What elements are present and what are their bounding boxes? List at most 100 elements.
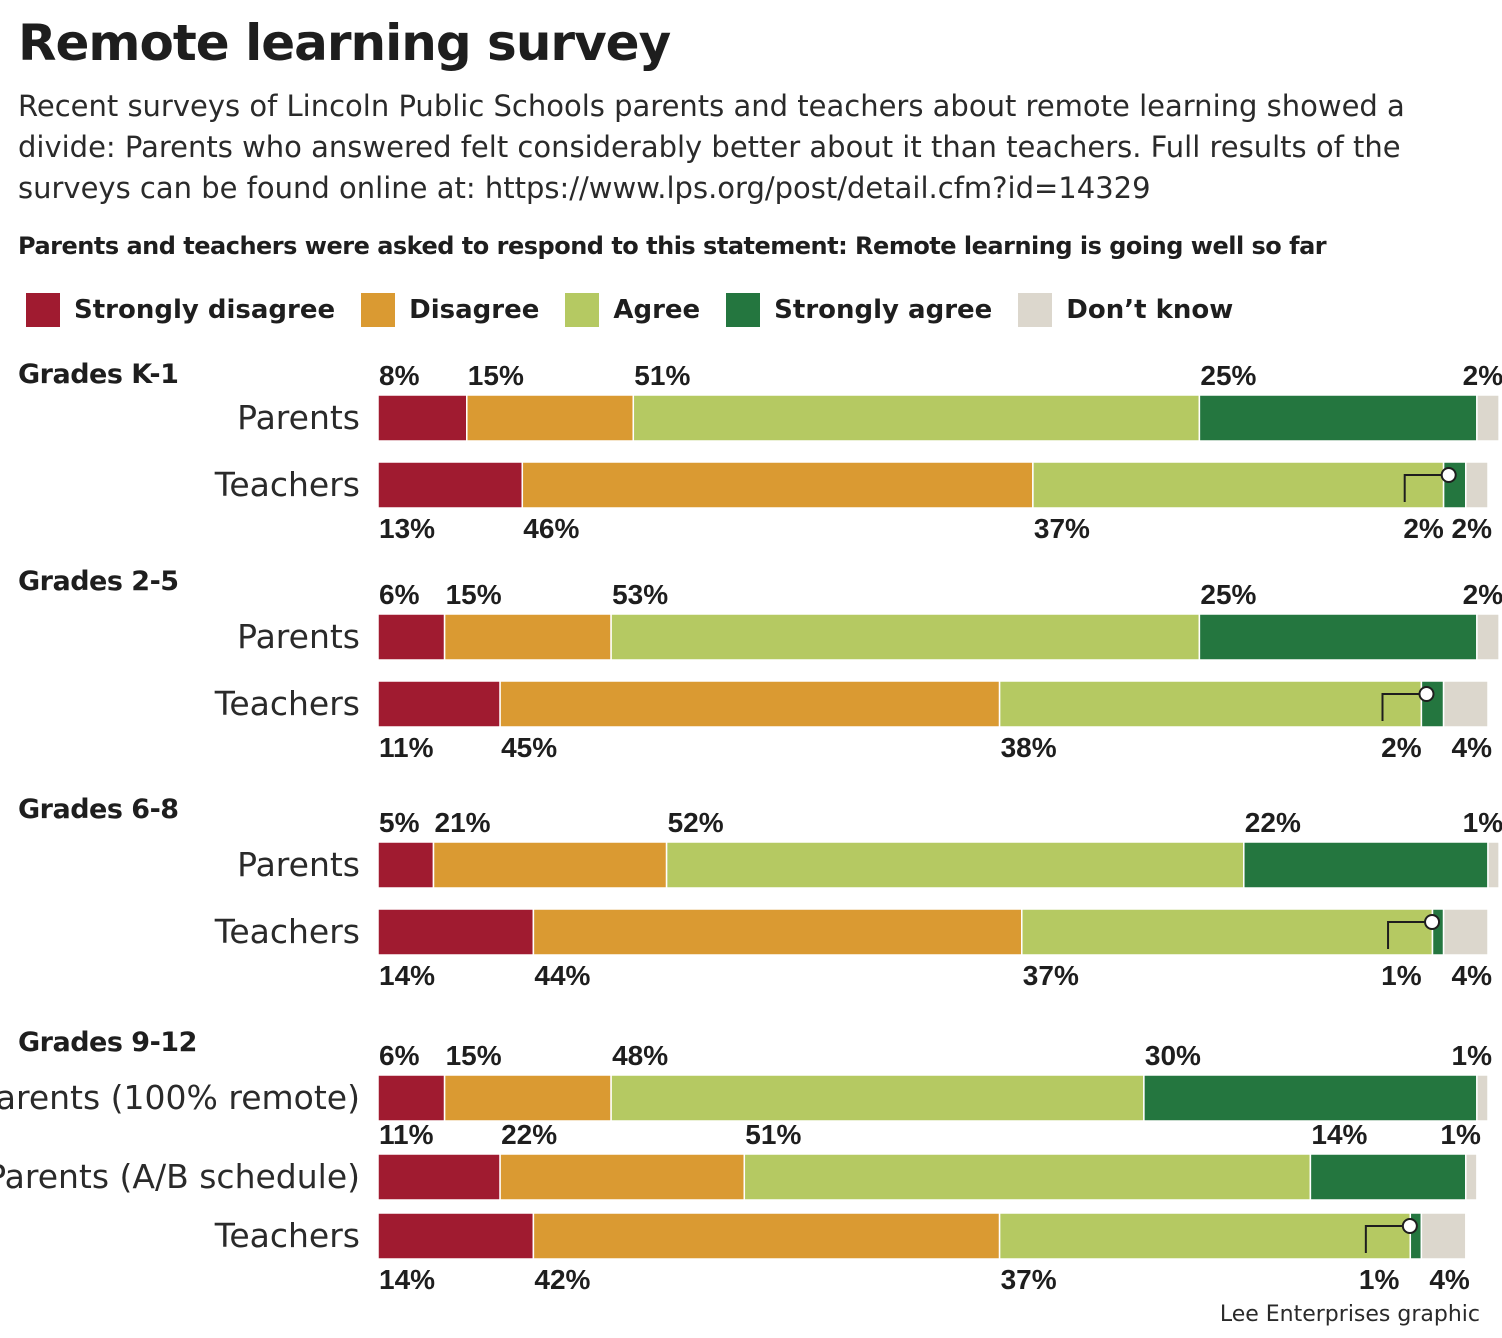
legend-item-disagree: Disagree [361,293,539,327]
value-label-1-0-strongly-disagree: 6% [379,579,420,610]
value-label-2-0-strongly-disagree: 5% [379,807,420,838]
chart-title: Remote learning survey [18,14,671,72]
legend-swatch-disagree [361,293,396,327]
chart-subtitle: Recent surveys of Lincoln Public Schools… [18,89,1405,205]
leader-line-1-1 [1381,693,1427,721]
leader-dot-3-2 [1401,1218,1418,1234]
credit-line: Lee Enterprises graphic [1219,1302,1480,1327]
bar-0-0-agree [632,394,1201,442]
value-label-0-1-agree: 37% [1034,513,1090,544]
legend-item-agree: Agree [565,293,700,327]
bar-1-0-agree [610,613,1201,661]
value-label-0-0-agree: 51% [634,360,690,391]
bar-1-1-dont-know [1442,680,1489,728]
value-label-2-1-strongly-agree: 1% [1381,960,1422,991]
legend-label-dont-know: Don’t know [1066,295,1234,325]
value-label-3-0-strongly-agree: 30% [1145,1040,1201,1071]
value-label-2-0-disagree: 21% [435,807,491,838]
group-label-3: Grades 9-12 [18,1027,197,1058]
value-label-3-0-disagree: 15% [446,1040,502,1071]
legend-item-strongly-disagree: Strongly disagree [26,293,335,327]
bar-2-0-agree [665,841,1245,889]
value-label-0-1-strongly-disagree: 13% [379,513,435,544]
value-label-0-1-dont-know: 2% [1452,513,1493,544]
value-label-3-0-agree: 48% [612,1040,668,1071]
leader-dot-0-1 [1440,467,1457,483]
value-label-1-0-dont-know: 2% [1463,579,1502,610]
value-label-0-0-disagree: 15% [468,360,524,391]
bar-3-2-strongly-disagree [377,1212,535,1260]
bar-0-1-disagree [521,461,1034,509]
value-label-3-1-strongly-agree: 14% [1311,1119,1367,1150]
legend-swatch-strongly-disagree [26,293,60,327]
bar-2-1-agree [1021,908,1434,956]
bar-2-1-disagree [532,908,1023,956]
row-label-teachers: Teachers [214,1216,360,1255]
legend-swatch-dont-know [1018,293,1053,327]
row-label-parents: Parents [237,398,360,437]
bar-0-0-strongly-agree [1198,394,1478,442]
bar-3-0-agree [610,1074,1145,1122]
value-label-3-1-agree: 51% [745,1119,801,1150]
bar-0-1-agree [1032,461,1445,509]
bar-0-0-disagree [466,394,635,442]
value-label-3-1-dont-know: 1% [1440,1119,1481,1150]
value-label-3-2-disagree: 42% [534,1264,590,1295]
legend-label-disagree: Disagree [409,295,540,325]
legend-swatch-agree [565,293,600,327]
group-label-0: Grades K-1 [18,359,178,390]
bar-0-1-dont-know [1465,461,1489,509]
row-label-teachers: Teachers [214,465,360,504]
row-label-parents-a-b-schedule: Parents (A/B schedule) [0,1157,360,1196]
legend-label-agree: Agree [613,295,701,325]
bar-0-0-strongly-disagree [377,394,468,442]
bar-1-0-strongly-agree [1198,613,1478,661]
leader-dot-2-1 [1424,914,1441,930]
bar-1-0-disagree [443,613,612,661]
value-label-0-0-strongly-disagree: 8% [379,360,420,391]
leader-line-3-2 [1364,1225,1410,1253]
bar-3-2-agree [998,1212,1412,1260]
bar-2-1-strongly-disagree [377,908,535,956]
bar-0-1-strongly-disagree [377,461,524,509]
value-label-3-0-dont-know: 1% [1452,1040,1493,1071]
legend-item-dont-know: Don’t know [1018,293,1233,327]
value-label-1-1-agree: 38% [1001,732,1057,763]
value-label-0-1-strongly-agree: 2% [1403,513,1444,544]
bar-2-1-dont-know [1442,908,1489,956]
row-label-parents-100-remote: Parents (100% remote) [0,1078,360,1117]
legend-label-strongly-disagree: Strongly disagree [74,295,336,325]
row-label-parents: Parents [237,845,360,884]
value-label-2-0-dont-know: 1% [1463,807,1502,838]
value-label-1-0-disagree: 15% [446,579,502,610]
bar-3-2-disagree [532,1212,1001,1260]
leader-dot-1-1 [1418,686,1435,702]
bar-3-1-strongly-agree [1309,1153,1467,1201]
value-label-1-1-disagree: 45% [501,732,557,763]
bar-3-0-disagree [443,1074,612,1122]
bar-2-0-strongly-agree [1243,841,1489,889]
bar-2-0-strongly-disagree [377,841,435,889]
value-label-0-0-strongly-agree: 25% [1200,360,1256,391]
leader-line-2-1 [1387,921,1433,949]
value-label-3-2-strongly-disagree: 14% [379,1264,435,1295]
legend-label-strongly-agree: Strongly agree [774,295,993,325]
bar-1-0-strongly-disagree [377,613,446,661]
value-label-1-1-dont-know: 4% [1452,732,1493,763]
value-label-2-0-strongly-agree: 22% [1245,807,1301,838]
value-label-2-1-strongly-disagree: 14% [379,960,435,991]
value-label-3-1-strongly-disagree: 11% [379,1119,434,1150]
value-label-3-1-disagree: 22% [501,1119,557,1150]
bar-1-1-agree [998,680,1423,728]
value-label-2-0-agree: 52% [668,807,724,838]
bar-3-0-strongly-agree [1143,1074,1478,1122]
bar-1-1-disagree [499,680,1001,728]
value-label-2-1-agree: 37% [1023,960,1079,991]
row-label-teachers: Teachers [214,912,360,951]
leader-line-0-1 [1403,474,1449,502]
bar-3-1-agree [743,1153,1312,1201]
value-label-0-1-disagree: 46% [523,513,579,544]
value-label-3-2-agree: 37% [1001,1264,1057,1295]
survey-question: Parents and teachers were asked to respo… [18,232,1327,260]
